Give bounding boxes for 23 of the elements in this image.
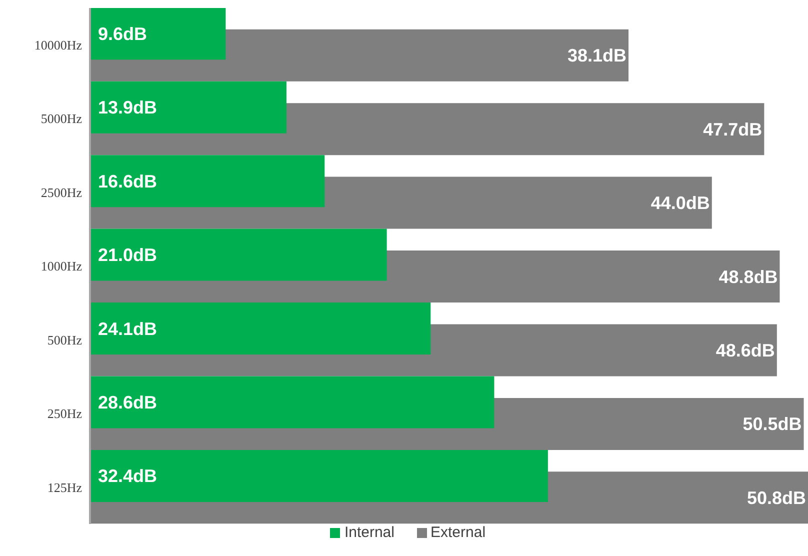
data-label: 50.8dB [746,488,806,508]
data-label: 47.7dB [703,119,762,140]
y-tick-label: 125Hz [47,480,82,495]
data-label: 21.0dB [98,245,158,266]
data-label: 50.5dB [742,414,802,434]
legend-label: Internal [343,524,394,541]
y-tick-label: 1000Hz [40,258,82,274]
data-label: 44.0dB [650,193,710,214]
data-label: 38.1dB [567,46,626,66]
y-tick-label: 250Hz [47,406,82,422]
y-tick-label: 5000Hz [40,111,82,126]
data-label: 48.6dB [716,340,775,361]
data-label: 16.6dB [98,171,158,192]
y-tick-label: 500Hz [47,332,82,348]
data-label: 13.9dB [98,98,158,118]
data-label: 48.8dB [718,266,778,287]
legend-label: External [430,524,486,541]
data-label: 28.6dB [98,392,158,413]
y-tick-label: 10000Hz [34,37,82,52]
data-label: 9.6dB [98,24,148,44]
data-label: 24.1dB [98,318,158,339]
data-label: 32.4dB [98,466,158,486]
y-tick-label: 2500Hz [40,184,82,200]
